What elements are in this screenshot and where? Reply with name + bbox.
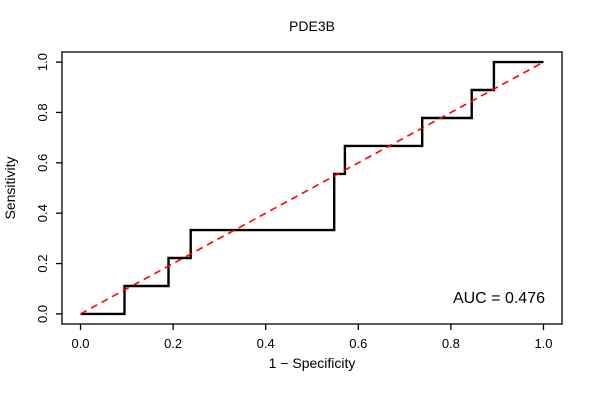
y-tick-label: 0.0 — [35, 305, 50, 323]
plot-area: 0.0 0.2 0.4 0.6 0.8 1.0 0.0 0.2 0.4 0.6 0.8 1.0 — [35, 51, 563, 351]
x-tick-label: 0.4 — [257, 336, 275, 351]
plot-title: PDE3B — [289, 18, 335, 34]
y-tick-label: 0.8 — [35, 103, 50, 121]
y-tick-label: 1.0 — [35, 53, 50, 71]
y-axis-label: Sensitivity — [2, 156, 18, 219]
x-tick-label: 0.2 — [164, 336, 182, 351]
y-tick-label: 0.2 — [35, 255, 50, 273]
y-tick-label: 0.4 — [35, 204, 50, 222]
x-tick-label: 0.6 — [349, 336, 367, 351]
plot-frame — [61, 51, 563, 325]
x-axis-label: 1 − Specificity — [269, 355, 356, 371]
auc-annotation: AUC = 0.476 — [453, 290, 545, 307]
x-tick-label: 0.0 — [71, 336, 89, 351]
reference-line — [80, 61, 544, 315]
y-tick-label: 0.6 — [35, 154, 50, 172]
x-tick-label: 0.8 — [442, 336, 460, 351]
x-tick-label: 1.0 — [534, 336, 552, 351]
